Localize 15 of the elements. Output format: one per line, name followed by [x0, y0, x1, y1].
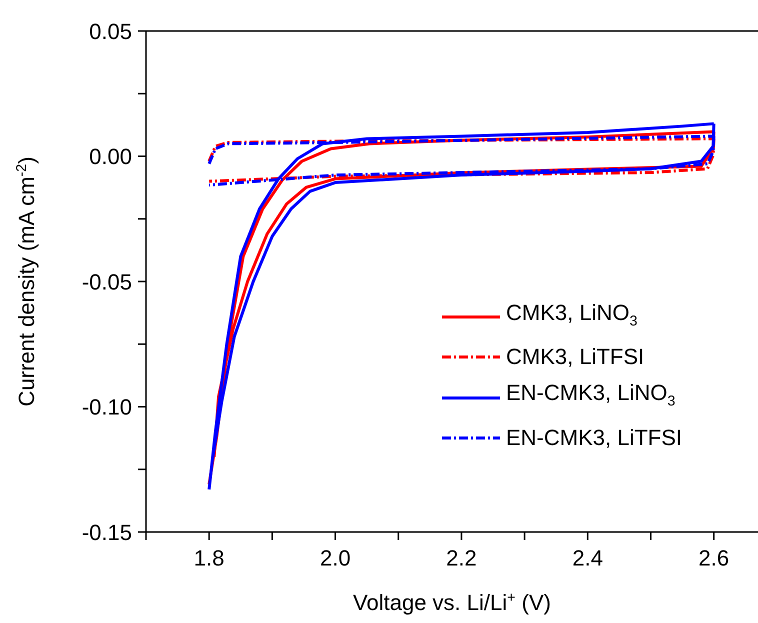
y-tick-label: 0.05 — [89, 18, 132, 44]
legend-label: EN-CMK3, LiNO$_{3}$ — [506, 380, 676, 410]
legend-label: CMK3, LiNO$_{3}$ — [506, 300, 638, 330]
y-tick-label: -0.05 — [82, 269, 132, 294]
x-tick-label: 2.0 — [320, 546, 351, 571]
x-tick-label: 2.2 — [446, 546, 477, 571]
x-tick-label: 2.6 — [698, 546, 730, 571]
x-tick-label: 1.8 — [194, 546, 224, 571]
x-tick-label: 2.4 — [572, 546, 603, 571]
y-tick-label: 0.00 — [89, 144, 132, 170]
legend-label: CMK3, LiTFSI — [506, 344, 644, 370]
y-tick-label: -0.15 — [82, 520, 132, 545]
x-axis-title: Voltage vs. Li/Li$^{+}$ (V) — [353, 590, 551, 615]
y-tick-label: -0.10 — [82, 394, 132, 420]
legend-label: EN-CMK3, LiTFSI — [506, 424, 682, 450]
